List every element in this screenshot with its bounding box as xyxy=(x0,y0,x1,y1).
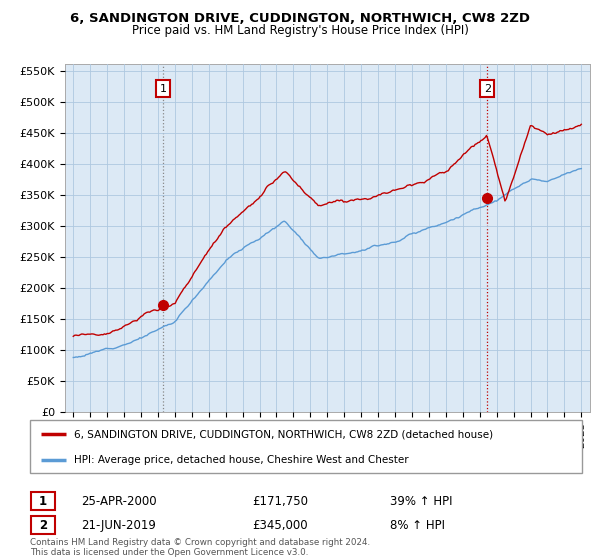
Text: 2: 2 xyxy=(484,83,491,94)
Text: £171,750: £171,750 xyxy=(252,494,308,508)
Text: Price paid vs. HM Land Registry's House Price Index (HPI): Price paid vs. HM Land Registry's House … xyxy=(131,24,469,36)
Text: 2: 2 xyxy=(39,519,47,532)
Text: 21-JUN-2019: 21-JUN-2019 xyxy=(81,519,156,532)
Text: 6, SANDINGTON DRIVE, CUDDINGTON, NORTHWICH, CW8 2ZD: 6, SANDINGTON DRIVE, CUDDINGTON, NORTHWI… xyxy=(70,12,530,25)
Text: Contains HM Land Registry data © Crown copyright and database right 2024.
This d: Contains HM Land Registry data © Crown c… xyxy=(30,538,370,557)
FancyBboxPatch shape xyxy=(30,420,582,473)
Text: £345,000: £345,000 xyxy=(252,519,308,532)
Text: 1: 1 xyxy=(39,494,47,508)
Text: 6, SANDINGTON DRIVE, CUDDINGTON, NORTHWICH, CW8 2ZD (detached house): 6, SANDINGTON DRIVE, CUDDINGTON, NORTHWI… xyxy=(74,430,493,440)
Text: 39% ↑ HPI: 39% ↑ HPI xyxy=(390,494,452,508)
Text: 1: 1 xyxy=(160,83,167,94)
FancyBboxPatch shape xyxy=(31,516,55,534)
Text: 25-APR-2000: 25-APR-2000 xyxy=(81,494,157,508)
Text: HPI: Average price, detached house, Cheshire West and Chester: HPI: Average price, detached house, Ches… xyxy=(74,455,409,465)
FancyBboxPatch shape xyxy=(31,492,55,510)
Text: 8% ↑ HPI: 8% ↑ HPI xyxy=(390,519,445,532)
